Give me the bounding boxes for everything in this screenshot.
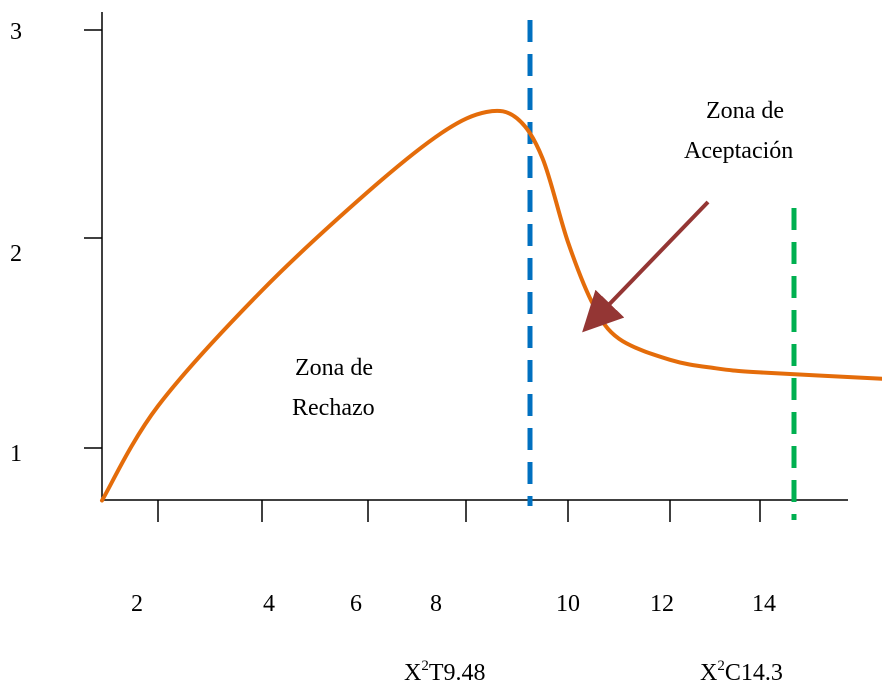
rejection-zone-line2: Rechazo [292,395,375,421]
acceptance-zone-line2: Aceptación [684,138,793,164]
critical-label-t-rest: T9.48 [429,660,486,686]
y-tick-label-3: 3 [10,19,22,45]
critical-label-c-rest: C14.3 [725,660,783,686]
x-tick-label-2: 2 [131,591,143,617]
x-tick-label-14: 14 [752,591,776,617]
x-tick-label-12: 12 [650,591,674,617]
distribution-curve [100,108,882,503]
acceptance-arrow [582,200,710,333]
x-tick-label-4: 4 [263,591,275,617]
critical-label-t-sup: 2 [421,658,429,674]
x-tick-label-6: 6 [350,591,362,617]
x-tick-label-8: 8 [430,591,442,617]
y-tick-label-2: 2 [10,241,22,267]
acceptance-zone-line1: Zona de [706,98,784,124]
critical-label-c-sup: 2 [717,658,725,674]
critical-label-t: X2T9.48 [404,658,486,686]
y-tick-label-1: 1 [10,441,22,467]
critical-label-c-base: X [700,660,717,686]
critical-label-c: X2C14.3 [700,658,783,686]
x-tick-label-10: 10 [556,591,580,617]
rejection-zone-line1: Zona de [295,355,373,381]
critical-label-t-base: X [404,660,421,686]
